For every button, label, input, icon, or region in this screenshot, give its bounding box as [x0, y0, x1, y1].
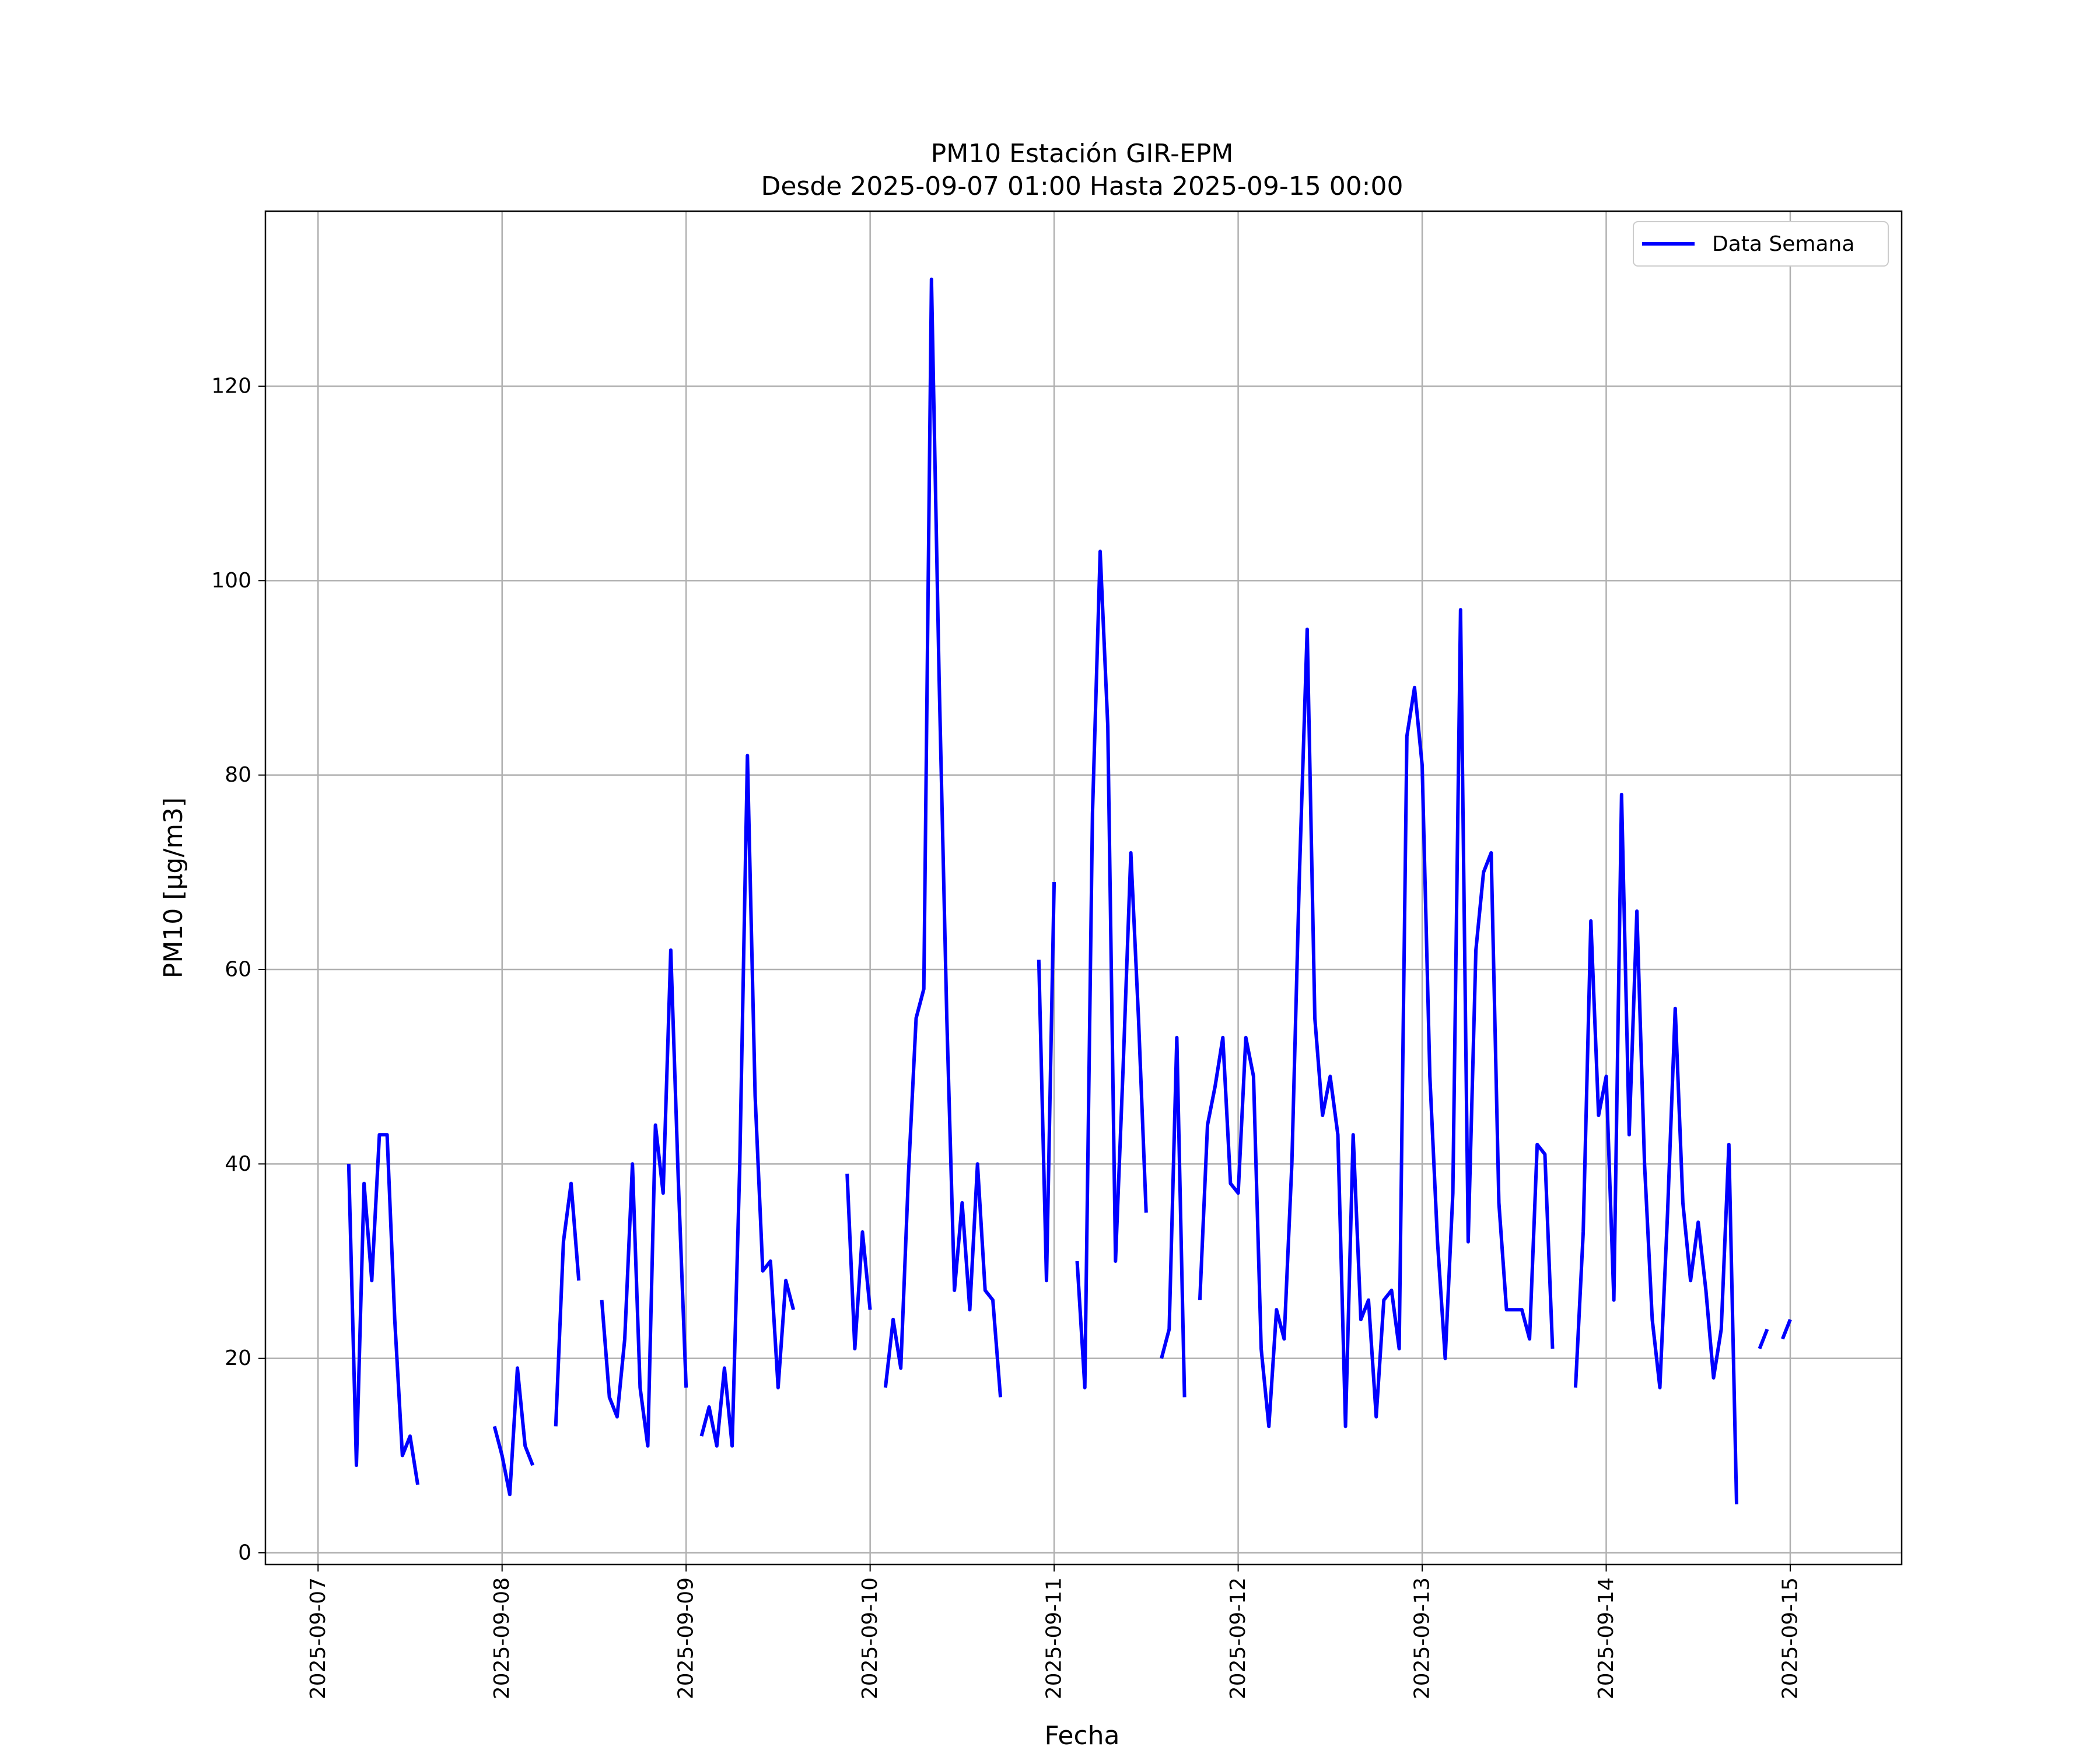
series-0-segment-11 — [1573, 793, 1738, 1504]
y-tick-label-6: 120 — [211, 374, 251, 398]
series-0-segment-7 — [1037, 881, 1056, 1283]
x-axis: 2025-09-07 2025-09-08 2025-09-09 2025-09-10… — [306, 1564, 1802, 1699]
series-0-segment-0 — [346, 1133, 420, 1485]
x-tick-label-7: 2025-09-14 — [1594, 1577, 1618, 1699]
plot-frame — [264, 210, 1903, 1566]
series-0-segment-13 — [1781, 1318, 1792, 1340]
y-axis-label: PM10 [μg/m3] — [159, 797, 188, 978]
x-tick-label-4: 2025-09-11 — [1042, 1577, 1066, 1699]
chart-title: PM10 Estación GIR-EPM — [931, 139, 1234, 169]
y-axis: 0 20 40 60 80 100 120 — [211, 374, 265, 1565]
series-0-segment-8 — [1075, 550, 1148, 1390]
series-0-segment-5 — [845, 1173, 872, 1350]
y-tick-label-0: 0 — [238, 1541, 251, 1565]
series-layer — [346, 277, 1792, 1504]
legend-label: Data Semana — [1712, 232, 1854, 256]
x-tick-label-6: 2025-09-13 — [1410, 1577, 1434, 1699]
x-axis-label: Fecha — [1044, 1721, 1119, 1750]
series-0-segment-9 — [1160, 1035, 1186, 1398]
y-tick-label-3: 60 — [225, 958, 251, 982]
x-tick-label-5: 2025-09-12 — [1226, 1577, 1250, 1699]
x-tick-label-8: 2025-09-15 — [1778, 1577, 1802, 1699]
x-tick-label-2: 2025-09-09 — [674, 1577, 698, 1699]
x-tick-label-3: 2025-09-10 — [858, 1577, 882, 1699]
y-tick-label-2: 40 — [225, 1152, 251, 1176]
series-0-segment-2 — [554, 1181, 581, 1427]
series-0-segment-12 — [1758, 1328, 1769, 1350]
x-tick-label-1: 2025-09-08 — [490, 1577, 514, 1699]
series-0-segment-3 — [600, 948, 688, 1448]
series-0-segment-10 — [1198, 608, 1555, 1429]
y-tick-label-1: 20 — [225, 1346, 251, 1370]
series-0-segment-4 — [699, 754, 796, 1448]
chart-subtitle: Desde 2025-09-07 01:00 Hasta 2025-09-15 … — [761, 172, 1403, 201]
x-tick-label-0: 2025-09-07 — [306, 1577, 330, 1699]
series-0-segment-6 — [883, 277, 1003, 1398]
y-tick-label-5: 100 — [211, 569, 251, 593]
series-0-segment-1 — [492, 1366, 535, 1496]
y-tick-label-4: 80 — [225, 763, 251, 787]
legend: Data Semana — [1633, 221, 1889, 267]
legend-box — [1633, 221, 1889, 267]
